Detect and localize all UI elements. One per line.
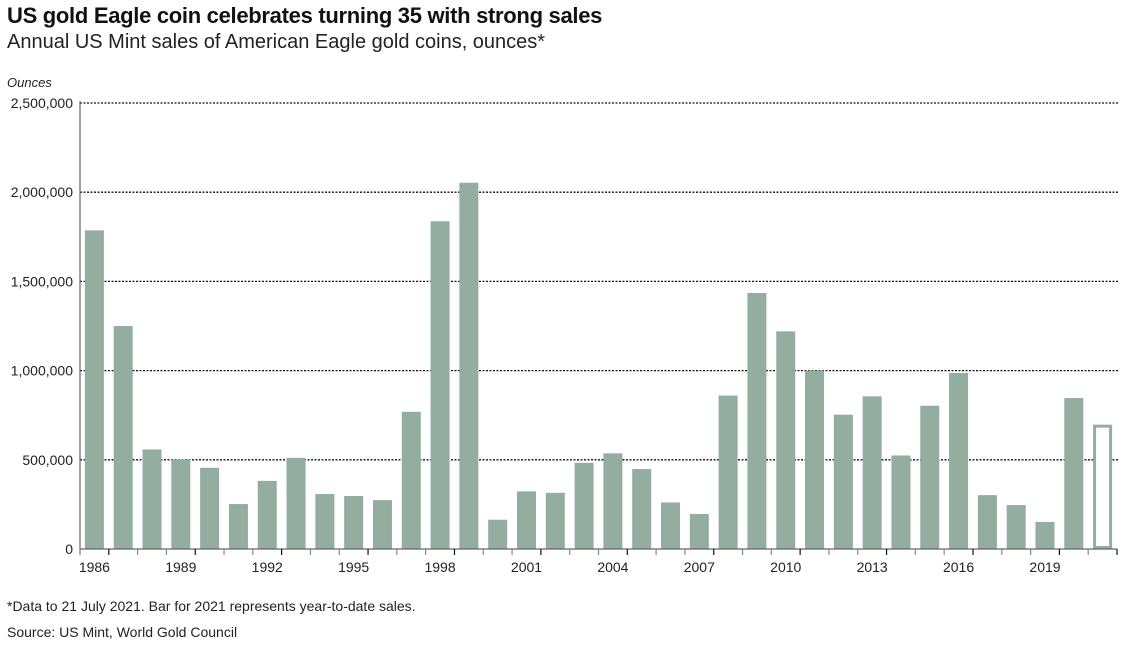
x-tick-label: 2004 xyxy=(597,559,628,575)
bar-2001 xyxy=(516,491,536,549)
y-tick-label: 0 xyxy=(65,541,73,557)
x-tick-label: 1989 xyxy=(165,559,196,575)
bar-2008 xyxy=(718,395,738,549)
bar-2003 xyxy=(574,462,594,549)
bar-2005 xyxy=(632,469,652,549)
y-tick-label: 500,000 xyxy=(22,452,73,468)
chart-subtitle: Annual US Mint sales of American Eagle g… xyxy=(7,31,546,53)
y-tick-labels: 0 500,000 1,000,000 1,500,000 2,000,000 2,500… xyxy=(11,95,74,557)
bar-1989 xyxy=(171,459,191,549)
x-tick-label: 2001 xyxy=(511,559,542,575)
bar-2002 xyxy=(545,492,565,549)
x-tick-label: 1986 xyxy=(79,559,110,575)
x-tick-label: 1998 xyxy=(424,559,455,575)
bar-2007 xyxy=(689,514,709,549)
chart-title: US gold Eagle coin celebrates turning 35… xyxy=(7,3,603,28)
gridlines xyxy=(80,102,1118,461)
bars xyxy=(84,182,1113,550)
y-tick-label: 1,500,000 xyxy=(11,273,73,289)
bar-2000 xyxy=(488,519,508,549)
bar-2015 xyxy=(920,405,940,549)
x-tick-labels: 1986 1989 1992 1995 1998 2001 2004 2007 2010 2013… xyxy=(79,559,1061,575)
y-axis-unit-label: Ounces xyxy=(7,75,52,90)
source-note: Source: US Mint, World Gold Council xyxy=(7,624,238,640)
x-tick-label: 2010 xyxy=(770,559,801,575)
bar-2009 xyxy=(747,292,767,549)
bar-1986 xyxy=(84,230,104,549)
x-tick-label: 2019 xyxy=(1029,559,1060,575)
x-tick-label: 2013 xyxy=(857,559,888,575)
bar-1988 xyxy=(142,449,162,549)
bar-1997 xyxy=(401,411,421,549)
x-tick-label: 2016 xyxy=(943,559,974,575)
bar-2018 xyxy=(1006,505,1026,549)
bar-2014 xyxy=(891,455,911,549)
bar-2010 xyxy=(776,331,796,549)
bar-1999 xyxy=(459,182,479,549)
bar-2017 xyxy=(977,495,997,549)
bar-1992 xyxy=(257,480,277,549)
bar-1998 xyxy=(430,221,450,549)
x-tick-label: 2007 xyxy=(684,559,715,575)
y-tick-label: 2,000,000 xyxy=(11,184,73,200)
bar-2006 xyxy=(661,502,681,549)
bar-1991 xyxy=(228,504,248,549)
bar-2011 xyxy=(805,370,825,549)
bar-2016 xyxy=(949,372,969,549)
bar-2012 xyxy=(833,414,853,549)
x-tick-label: 1992 xyxy=(252,559,283,575)
bar-1996 xyxy=(372,500,392,549)
axes xyxy=(79,101,1118,555)
bar-2013 xyxy=(862,396,882,549)
y-tick-label: 1,000,000 xyxy=(11,363,73,379)
bar-2004 xyxy=(603,453,623,549)
bar-1987 xyxy=(113,326,133,549)
bar-1990 xyxy=(200,467,220,549)
bar-1994 xyxy=(315,494,335,549)
bar-2019 xyxy=(1035,521,1055,549)
footnote: *Data to 21 July 2021. Bar for 2021 repr… xyxy=(7,598,416,614)
x-tick-label: 1995 xyxy=(338,559,369,575)
bar-1995 xyxy=(344,496,364,549)
bar-2020 xyxy=(1064,398,1084,549)
bar-1993 xyxy=(286,457,306,549)
y-tick-label: 2,500,000 xyxy=(11,95,73,111)
bar-2021 xyxy=(1093,424,1113,550)
